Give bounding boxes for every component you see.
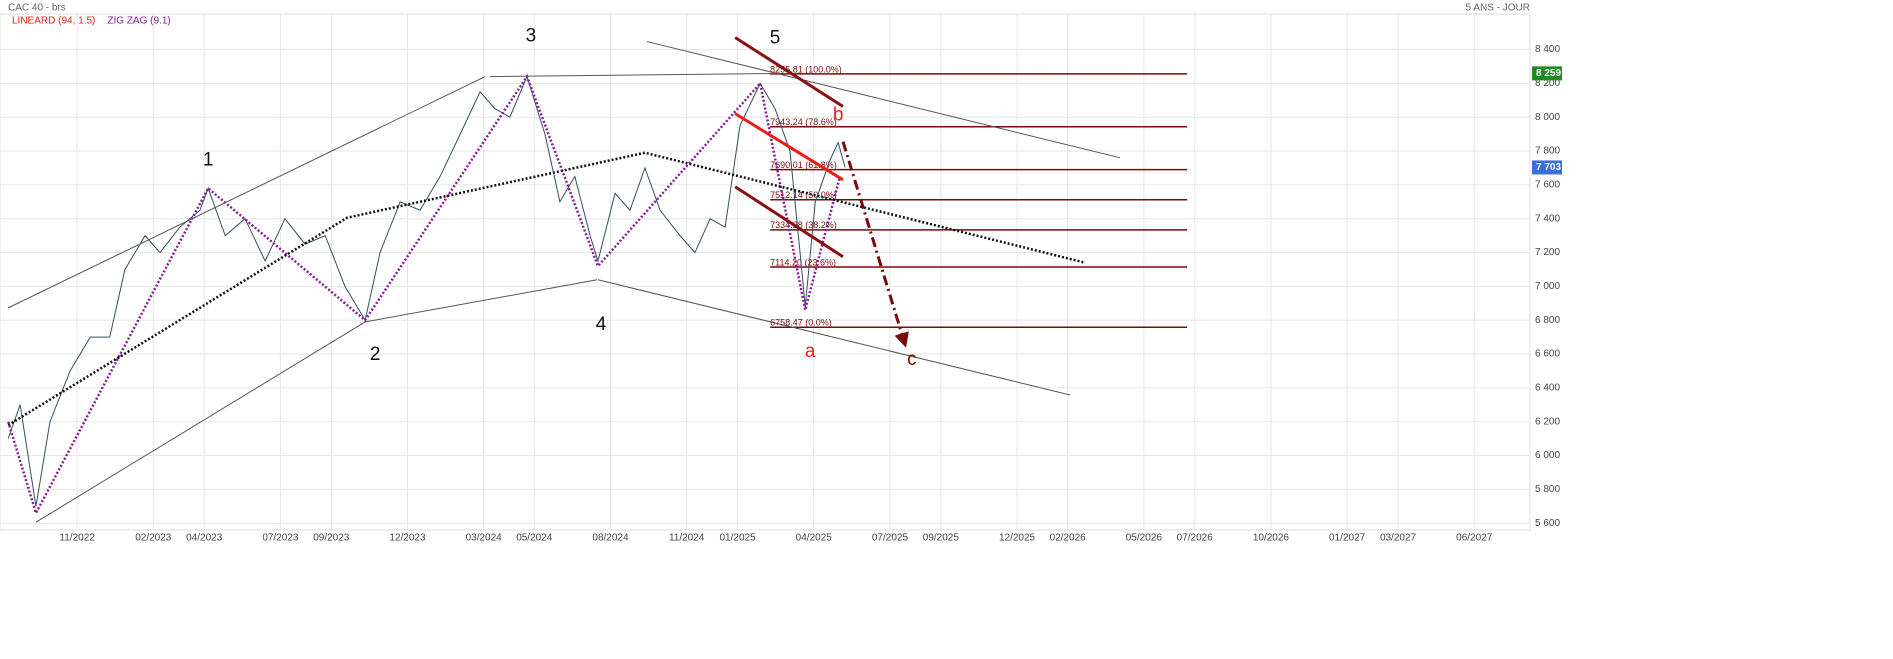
price-tag xyxy=(1532,66,1562,81)
x-tick-label: 12/2023 xyxy=(389,533,426,544)
y-tick-label: 5 600 xyxy=(1535,518,1560,529)
trend-line xyxy=(734,185,844,259)
legend-entry: ZIG ZAG (9.1) xyxy=(107,16,170,27)
x-tick-label: 09/2025 xyxy=(923,533,960,544)
trend-line xyxy=(597,279,1071,396)
price-line xyxy=(7,75,846,507)
y-tick-label: 8 200 xyxy=(1535,78,1560,89)
y-tick-label: 8 000 xyxy=(1535,112,1560,123)
chart-subtitle: 5 ANS - JOUR xyxy=(1466,3,1530,14)
plot-frame xyxy=(0,13,1531,531)
x-tick-label: 07/2023 xyxy=(262,533,299,544)
price-tag xyxy=(1532,160,1562,175)
y-tick-label: 7 000 xyxy=(1535,281,1560,292)
y-tick-label: 7 800 xyxy=(1535,146,1560,157)
zigzag xyxy=(7,73,842,517)
fib-label: 6758.47 (0.0%) xyxy=(770,318,832,328)
price-tag-label: 7 703 xyxy=(1536,162,1561,173)
x-tick-label: 01/2025 xyxy=(719,533,756,544)
wave-label: b xyxy=(833,105,844,126)
y-tick-label: 5 800 xyxy=(1535,484,1560,495)
x-tick-label: 05/2026 xyxy=(1126,533,1163,544)
y-tick-label: 8 400 xyxy=(1535,44,1560,55)
x-tick-label: 07/2025 xyxy=(872,533,909,544)
trend-line xyxy=(841,141,909,348)
trend-line xyxy=(365,279,598,323)
wave-label: 3 xyxy=(526,26,537,47)
fib-label: 7943.24 (78.6%) xyxy=(770,117,837,127)
fib-label: 7690.01 (61.8%) xyxy=(770,160,837,170)
x-tick-label: 03/2024 xyxy=(466,533,503,544)
fib-label: 7114.20 (23.6%) xyxy=(770,257,836,267)
wave-label: 1 xyxy=(203,150,214,171)
x-tick-label: 12/2025 xyxy=(999,533,1036,544)
y-tick-label: 6 800 xyxy=(1535,315,1560,326)
y-tick-label: 7 600 xyxy=(1535,180,1560,191)
x-tick-label: 04/2025 xyxy=(796,533,833,544)
x-tick-label: 04/2023 xyxy=(186,533,223,544)
x-tick-label: 11/2022 xyxy=(59,533,95,544)
y-tick-label: 6 000 xyxy=(1535,450,1560,461)
x-tick-label: 03/2027 xyxy=(1380,533,1417,544)
wave-label: 5 xyxy=(770,28,781,49)
x-tick-label: 08/2024 xyxy=(592,533,629,544)
y-tick-label: 7 200 xyxy=(1535,247,1560,258)
y-tick-label: 7 400 xyxy=(1535,213,1560,224)
trend-line xyxy=(7,151,1086,427)
x-tick-label: 05/2024 xyxy=(516,533,553,544)
legend-entry: LINEARD (94, 1.5) xyxy=(12,16,95,27)
trend-line xyxy=(646,41,1121,159)
x-tick-label: 09/2023 xyxy=(313,533,350,544)
trend-line xyxy=(35,321,366,523)
wave-label: a xyxy=(805,341,816,362)
trend-line xyxy=(734,112,844,182)
x-tick-label: 11/2024 xyxy=(669,533,705,544)
wave-label: c xyxy=(907,349,917,370)
fib-label: 7334.28 (38.2%) xyxy=(770,220,837,230)
x-tick-label: 06/2027 xyxy=(1456,533,1493,544)
x-tick-label: 02/2026 xyxy=(1050,533,1087,544)
trend-line xyxy=(8,76,486,309)
x-tick-label: 01/2027 xyxy=(1329,533,1366,544)
wave-label: 4 xyxy=(596,314,607,335)
y-tick-label: 6 200 xyxy=(1535,416,1560,427)
x-tick-label: 02/2023 xyxy=(135,533,172,544)
fib-label: 7512.14 (50.0%) xyxy=(770,190,837,200)
price-tag-label: 8 259 xyxy=(1536,68,1561,79)
y-tick-label: 6 600 xyxy=(1535,349,1560,360)
wave-label: 2 xyxy=(370,344,381,365)
trend-line xyxy=(490,73,776,78)
x-tick-label: 10/2026 xyxy=(1253,533,1290,544)
chart-title: CAC 40 - brs xyxy=(8,3,66,14)
x-tick-label: 07/2026 xyxy=(1177,533,1214,544)
fib-label: 8255.81 (100.0%) xyxy=(770,64,842,74)
trend-line xyxy=(734,36,844,108)
y-tick-label: 6 400 xyxy=(1535,383,1560,394)
